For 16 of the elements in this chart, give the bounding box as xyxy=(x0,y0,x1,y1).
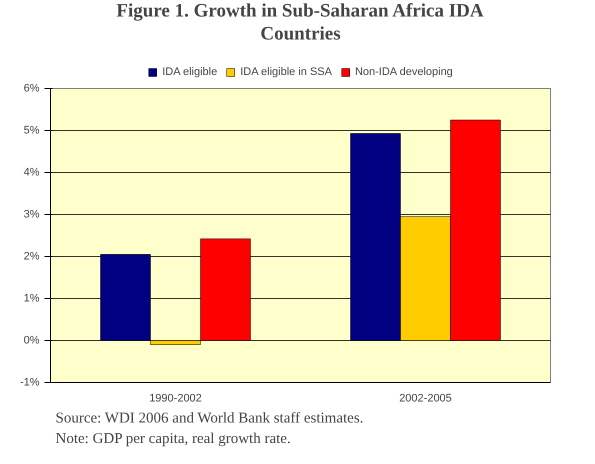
y-tick-label: 6% xyxy=(24,82,40,94)
y-tick-label: -1% xyxy=(20,376,40,388)
y-tick-label: 5% xyxy=(24,124,40,136)
y-tick-label: 0% xyxy=(24,334,40,346)
legend-label: IDA eligible xyxy=(162,66,218,78)
legend-label: IDA eligible in SSA xyxy=(240,66,332,78)
chart-title: Figure 1. Growth in Sub-Saharan Africa IDA Countries xyxy=(116,0,484,45)
y-tick-label: 3% xyxy=(24,208,40,220)
y-tick-label: 2% xyxy=(24,250,40,262)
y-tick-label: 1% xyxy=(24,292,40,304)
x-tick-label: 1990-2002 xyxy=(149,392,202,404)
y-tick-label: 4% xyxy=(24,166,40,178)
text: Note: GDP per capita, real growth rate. xyxy=(56,431,291,448)
x-tick-label: 2002-2005 xyxy=(399,392,452,404)
legend-label: Non-IDA developing xyxy=(354,66,453,78)
source-note: Source: WDI 2006 and World Bank staff estimates. xyxy=(56,410,364,426)
